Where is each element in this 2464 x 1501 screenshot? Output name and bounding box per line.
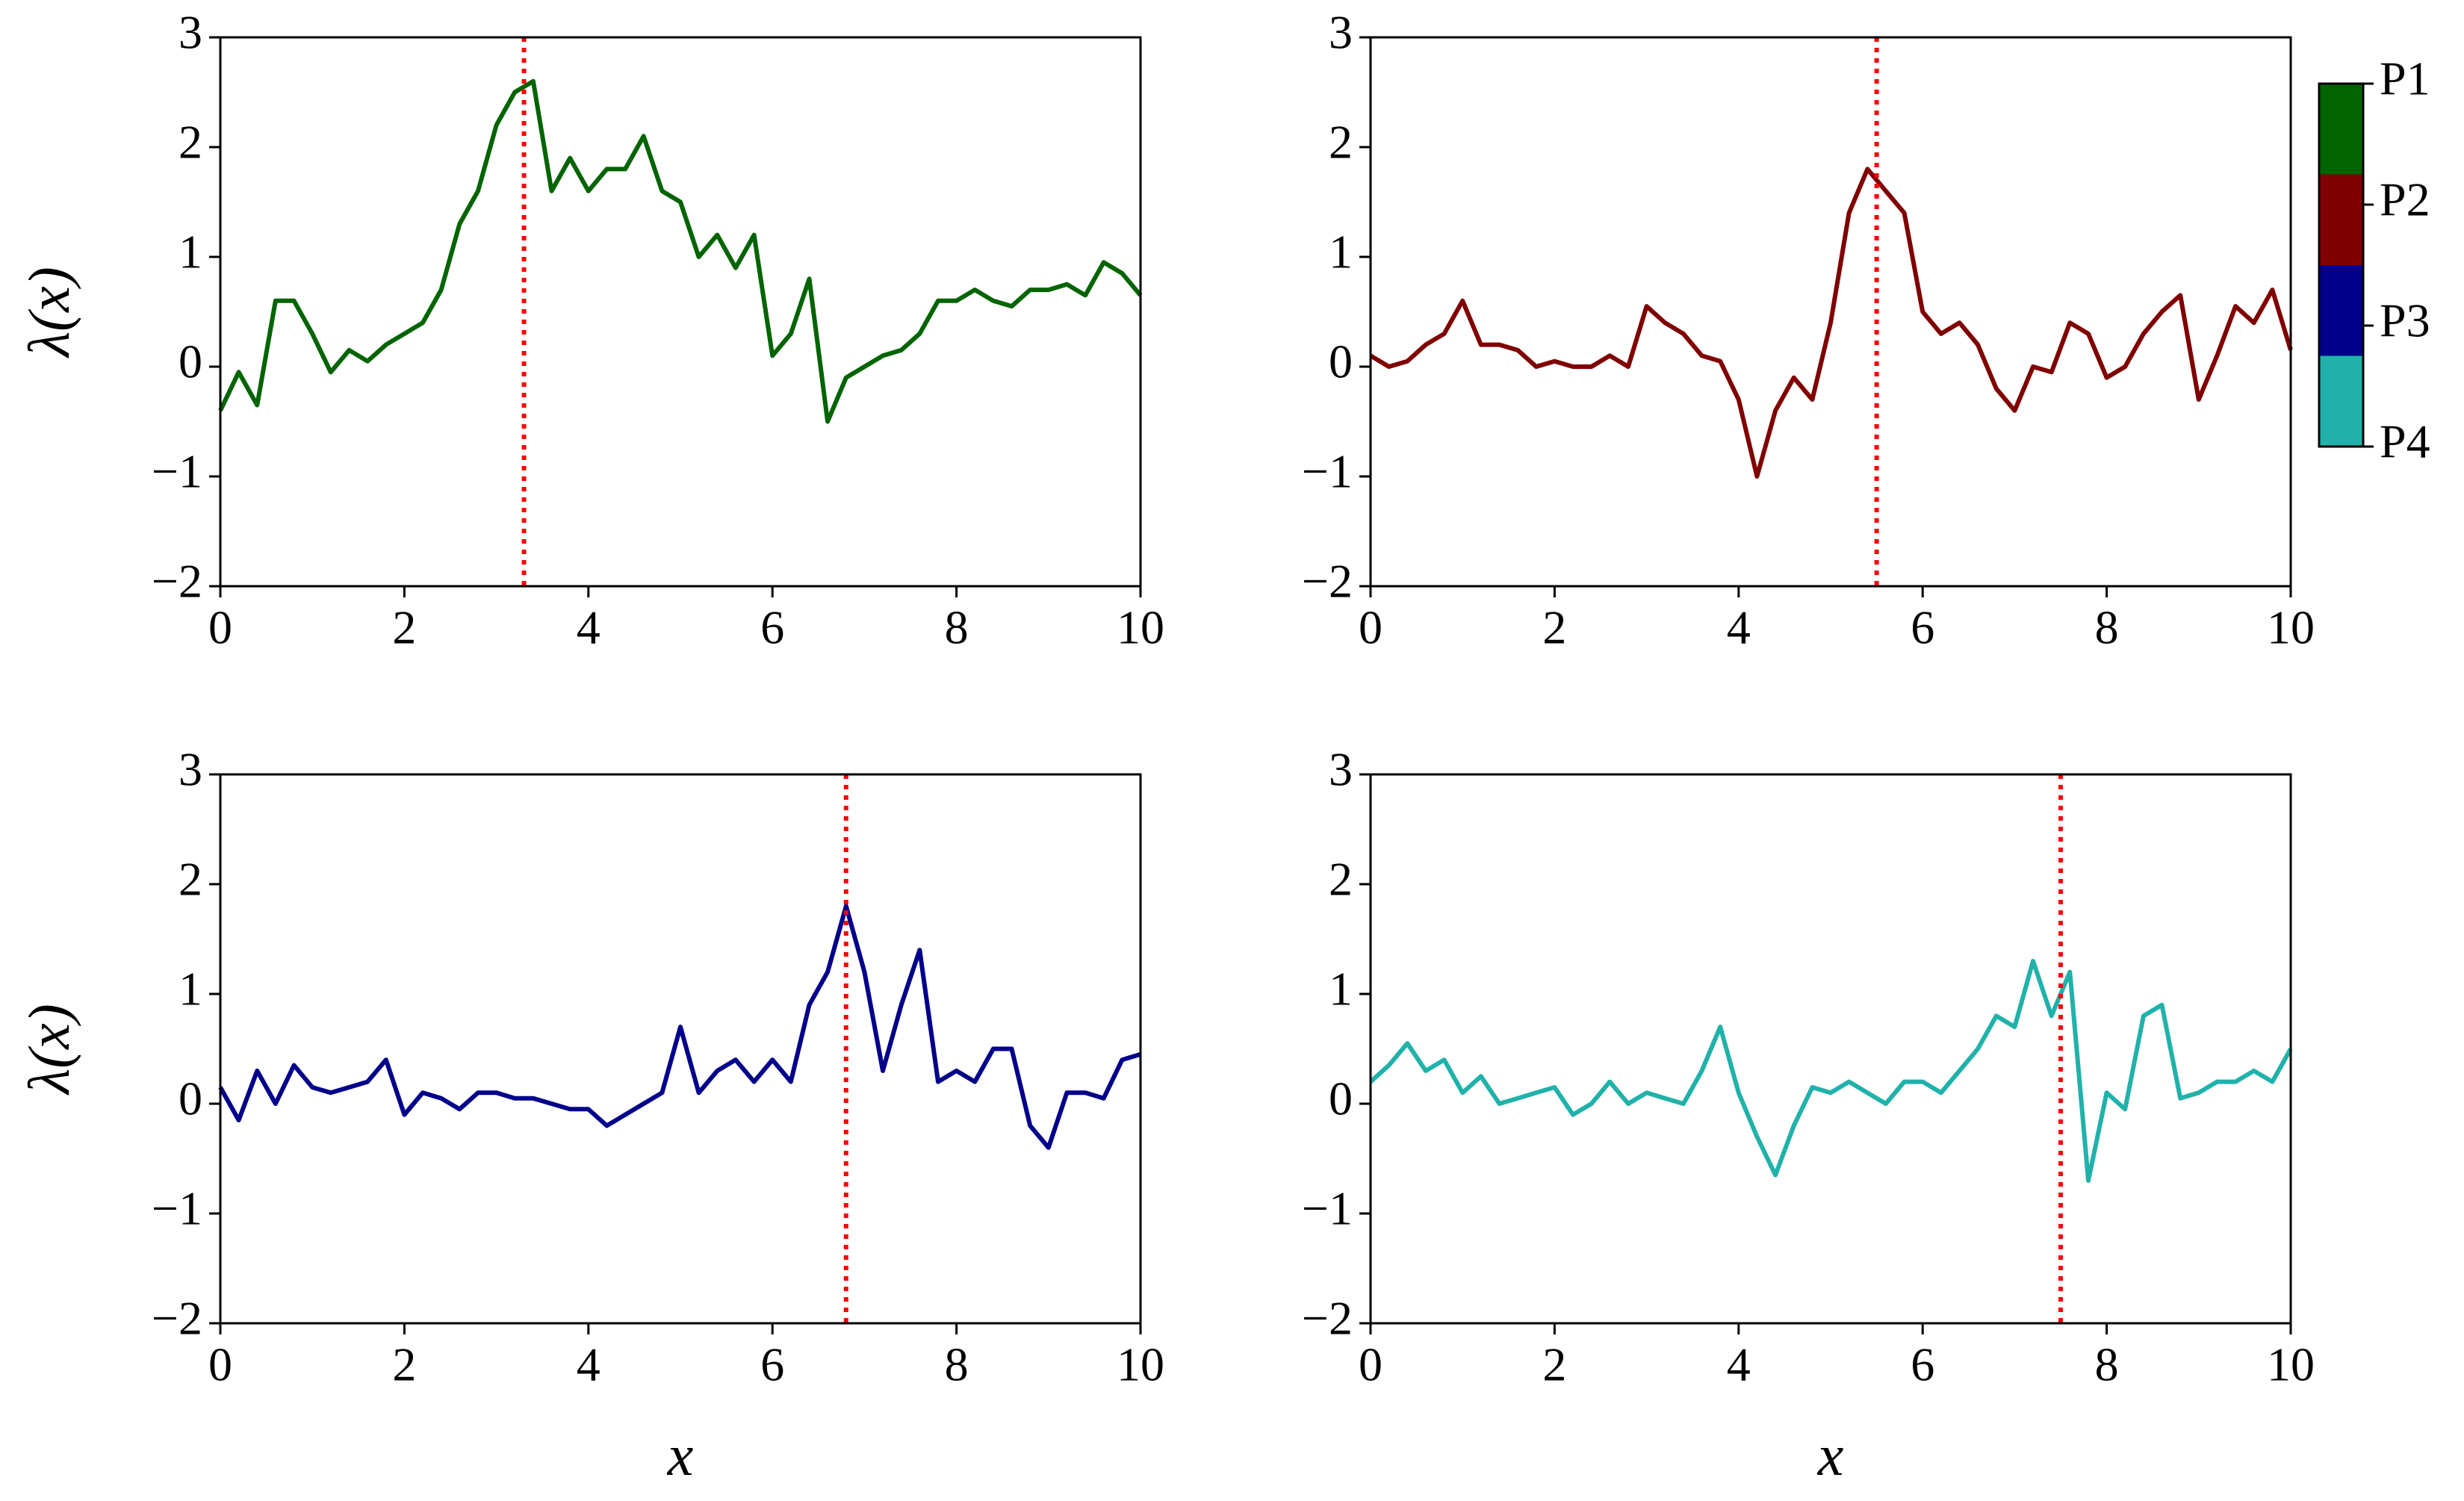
x-tick-label: 2 bbox=[1542, 1338, 1566, 1391]
x-tick-label: 2 bbox=[1542, 601, 1566, 654]
legend-frame bbox=[2318, 82, 2365, 448]
x-tick-label: 4 bbox=[577, 601, 601, 654]
y-tick-label: 3 bbox=[179, 743, 202, 796]
x-tick-label: 2 bbox=[392, 1338, 416, 1391]
line bbox=[1369, 167, 2293, 479]
x-tick-label: 10 bbox=[2267, 1338, 2315, 1391]
x-axis-label: x bbox=[667, 1423, 694, 1488]
y-tick-label: 1 bbox=[1329, 226, 1353, 279]
y-tick-label: 1 bbox=[179, 226, 202, 279]
y-axis-label: λ(x) bbox=[16, 267, 81, 358]
x-tick-label: 10 bbox=[1117, 601, 1164, 654]
x-tick-label: 6 bbox=[760, 1338, 784, 1391]
y-tick-label: −1 bbox=[1302, 1182, 1353, 1235]
plot-frame bbox=[219, 36, 1142, 588]
y-tick-label: 1 bbox=[179, 963, 202, 1016]
y-tick-label: −2 bbox=[152, 1292, 202, 1345]
legend-swatch bbox=[2319, 265, 2363, 356]
x-tick-label: 6 bbox=[760, 601, 784, 654]
x-tick-label: 8 bbox=[2095, 1338, 2119, 1391]
x-tick-label: 0 bbox=[1359, 601, 1382, 654]
x-tick-label: 4 bbox=[1727, 1338, 1751, 1391]
y-tick-label: 0 bbox=[1329, 335, 1353, 388]
legend-label: P2 bbox=[2380, 173, 2430, 226]
plot-frame bbox=[1369, 773, 2292, 1325]
line bbox=[218, 904, 1141, 1150]
y-tick-label: 0 bbox=[1329, 1072, 1353, 1125]
y-tick-label: 2 bbox=[1329, 853, 1353, 906]
y-tick-label: −1 bbox=[152, 445, 202, 498]
y-tick-label: 0 bbox=[179, 1072, 202, 1125]
x-tick-label: 10 bbox=[1117, 1338, 1164, 1391]
plot-frame bbox=[1369, 36, 2292, 588]
legend-swatch bbox=[2319, 174, 2363, 266]
line bbox=[218, 78, 1143, 424]
legend-swatch bbox=[2319, 355, 2363, 447]
plot-frame bbox=[219, 773, 1142, 1325]
x-tick-label: 6 bbox=[1911, 1338, 1934, 1391]
y-tick-label: 2 bbox=[1329, 116, 1353, 169]
legend-label: P3 bbox=[2380, 294, 2430, 347]
x-tick-label: 8 bbox=[945, 601, 969, 654]
y-tick-label: 1 bbox=[1329, 963, 1353, 1016]
legend-swatch bbox=[2319, 84, 2363, 175]
x-tick-label: 2 bbox=[392, 601, 416, 654]
x-tick-label: 6 bbox=[1911, 601, 1934, 654]
x-tick-label: 0 bbox=[208, 1338, 232, 1391]
y-tick-label: −2 bbox=[1302, 1292, 1353, 1345]
y-tick-label: −1 bbox=[152, 1182, 202, 1235]
x-tick-label: 4 bbox=[1727, 601, 1751, 654]
x-tick-label: 10 bbox=[2267, 601, 2315, 654]
y-tick-label: 2 bbox=[179, 853, 202, 906]
y-tick-label: 3 bbox=[1329, 743, 1353, 796]
y-tick-label: 3 bbox=[179, 6, 202, 59]
y-tick-label: 2 bbox=[179, 116, 202, 169]
y-tick-label: −1 bbox=[1302, 445, 1353, 498]
x-tick-label: 8 bbox=[2095, 601, 2119, 654]
y-tick-label: −2 bbox=[1302, 555, 1353, 608]
line bbox=[1368, 958, 2293, 1183]
legend-label: P1 bbox=[2380, 52, 2430, 105]
y-tick-label: 0 bbox=[179, 335, 202, 388]
y-tick-label: 3 bbox=[1329, 6, 1353, 59]
x-tick-label: 4 bbox=[577, 1338, 601, 1391]
y-axis-label: λ(x) bbox=[16, 1004, 81, 1095]
x-axis-label: x bbox=[1817, 1423, 1844, 1488]
x-tick-label: 0 bbox=[1359, 1338, 1382, 1391]
y-tick-label: −2 bbox=[152, 555, 202, 608]
x-tick-label: 8 bbox=[945, 1338, 969, 1391]
legend-label: P4 bbox=[2380, 415, 2430, 468]
x-tick-label: 0 bbox=[208, 601, 232, 654]
